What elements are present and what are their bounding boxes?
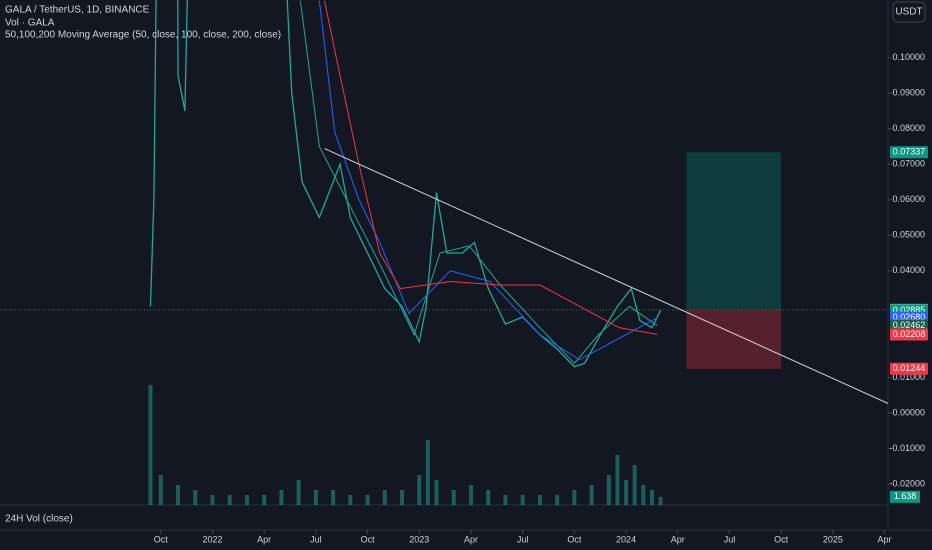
y-tick-label: 0.09000 xyxy=(892,87,925,97)
y-tick-label: 0.00000 xyxy=(892,407,925,417)
x-tick-label: Apr xyxy=(878,534,892,544)
volume-bar xyxy=(158,475,163,505)
volume-bar xyxy=(279,490,284,505)
y-tick-label: 0.10000 xyxy=(892,52,925,62)
chart-title: GALA / TetherUS, 1D, BINANCE xyxy=(5,5,150,16)
currency-label[interactable]: USDT xyxy=(895,7,922,18)
volume-bar xyxy=(425,440,430,505)
volume-bar xyxy=(313,490,318,505)
price-line-series xyxy=(149,0,662,368)
y-tick-label: 0.08000 xyxy=(892,123,925,133)
x-tick-label: Jul xyxy=(517,534,529,544)
y-tick-label: -0.01000 xyxy=(889,443,925,453)
volume-bar xyxy=(641,485,646,505)
volume-bar xyxy=(520,495,525,505)
volume-bar xyxy=(400,490,405,505)
price-label: 0.02208 xyxy=(893,329,926,339)
profit-zone xyxy=(686,152,782,310)
x-tick-label: Apr xyxy=(257,534,271,544)
volume-bar xyxy=(537,495,542,505)
volume-bar xyxy=(503,495,508,505)
price-label: 0.02462 xyxy=(893,320,926,330)
volume-bar xyxy=(486,490,491,505)
volume-bar xyxy=(417,475,422,505)
volume-bar xyxy=(244,495,249,505)
x-tick-label: Oct xyxy=(154,534,169,544)
x-tick-label: Apr xyxy=(464,534,478,544)
volume-bar xyxy=(296,480,301,505)
volume-bar xyxy=(658,496,663,505)
y-tick-label: 0.06000 xyxy=(892,194,925,204)
volume-bar xyxy=(632,465,637,505)
volume-bar xyxy=(606,475,611,505)
volume-bar xyxy=(615,455,620,505)
volume-bar xyxy=(451,490,456,505)
plot-area xyxy=(0,0,888,505)
volume-label-bg xyxy=(890,490,920,503)
price-label-bg xyxy=(890,362,928,375)
price-label: 0.02885 xyxy=(893,305,926,315)
volume-bar xyxy=(176,485,181,505)
volume-bar xyxy=(468,485,473,505)
y-tick-label: 0.07000 xyxy=(892,159,925,169)
volume-bar xyxy=(148,385,153,505)
x-tick-label: 2025 xyxy=(823,534,843,544)
y-tick-label: 0.05000 xyxy=(892,230,925,240)
x-tick-label: Jul xyxy=(310,534,322,544)
volume-bar xyxy=(382,490,387,505)
volume-bar xyxy=(227,495,232,505)
moving-average xyxy=(299,0,658,364)
currency-button[interactable] xyxy=(892,1,926,23)
price-label-bg xyxy=(890,328,928,341)
x-tick-label: 2024 xyxy=(616,534,636,544)
moving-average xyxy=(324,0,658,335)
price-label-bg xyxy=(890,146,928,159)
volume-label: 1.638 xyxy=(894,491,917,501)
indicator-legend: 50,100,200 Moving Average (50, close, 10… xyxy=(5,30,281,41)
volume-bar xyxy=(589,485,594,505)
price-label: 0.02680 xyxy=(893,312,926,322)
x-tick-label: Jul xyxy=(724,534,736,544)
x-tick-label: Oct xyxy=(361,534,376,544)
volume-bar xyxy=(434,480,439,505)
volume-bar xyxy=(555,495,560,505)
volume-pane-label: 24H Vol (close) xyxy=(5,514,73,525)
y-tick-label: -0.02000 xyxy=(889,478,925,488)
y-tick-label: 0.04000 xyxy=(892,265,925,275)
y-tick-label: 0.01000 xyxy=(892,372,925,382)
x-tick-label: Oct xyxy=(567,534,582,544)
volume-legend: Vol · GALA xyxy=(5,18,55,29)
volume-bar xyxy=(262,495,267,505)
volume-bar xyxy=(572,490,577,505)
price-label: 0.01244 xyxy=(893,363,926,373)
volume-bar xyxy=(331,490,336,505)
price-label-bg xyxy=(890,319,928,332)
x-tick-label: 2023 xyxy=(409,534,429,544)
price-label: 0.07337 xyxy=(893,147,926,157)
moving-average xyxy=(318,0,658,361)
volume-bar xyxy=(193,490,198,505)
volume-bar xyxy=(365,495,370,505)
volume-bar xyxy=(210,495,215,505)
x-tick-label: 2022 xyxy=(202,534,222,544)
x-tick-label: Oct xyxy=(774,534,789,544)
volume-bar xyxy=(348,495,353,505)
volume-bar xyxy=(624,480,629,505)
volume-bar xyxy=(649,490,654,505)
x-tick-label: Apr xyxy=(671,534,685,544)
trend-line xyxy=(324,148,888,404)
